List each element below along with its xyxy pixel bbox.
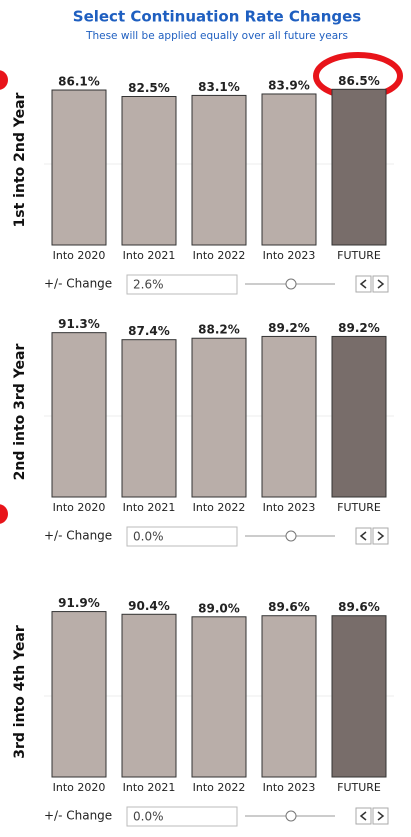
data-label: 87.4% (128, 324, 170, 338)
x-tick-label: Into 2020 (53, 781, 106, 794)
slider-thumb[interactable] (285, 278, 297, 290)
control-label: +/- Change (44, 277, 112, 291)
bar (261, 93, 317, 246)
bar (191, 337, 247, 498)
marker (0, 70, 8, 90)
data-label: 86.5% (338, 74, 380, 88)
data-label: 88.2% (198, 323, 240, 337)
title: Select Continuation Rate Changes (73, 8, 362, 26)
bar (331, 335, 387, 498)
data-label: 83.9% (268, 78, 310, 92)
bar (121, 339, 177, 498)
data-label: 86.1% (58, 75, 100, 89)
data-label: 89.6% (268, 600, 310, 614)
x-tick-label: Into 2023 (263, 781, 316, 794)
next-button[interactable] (372, 807, 389, 825)
bar (191, 94, 247, 246)
data-label: 90.4% (128, 599, 170, 613)
x-tick-label: Into 2021 (123, 781, 176, 794)
next-icon (377, 811, 385, 821)
bar (121, 96, 177, 246)
data-label: 89.0% (198, 601, 240, 615)
x-tick-label: Into 2020 (53, 249, 106, 262)
data-label: 91.3% (58, 317, 100, 331)
x-tick-label: Into 2023 (263, 249, 316, 262)
bar (261, 615, 317, 778)
input-box[interactable] (126, 274, 238, 295)
x-tick-label: Into 2022 (193, 249, 246, 262)
y-axis-title: 3rd into 4th Year (12, 625, 28, 759)
bar (51, 332, 107, 498)
x-tick-label: Into 2022 (193, 501, 246, 514)
y-axis-title: 2nd into 3rd Year (12, 344, 28, 481)
y-axis-title: 1st into 2nd Year (12, 92, 28, 227)
x-tick-label: Into 2021 (123, 501, 176, 514)
next-button[interactable] (372, 275, 389, 293)
data-label: 82.5% (128, 81, 170, 95)
next-icon (377, 279, 385, 289)
subtitle: These will be applied equally over all f… (85, 30, 348, 42)
prev-icon (359, 811, 367, 821)
control-label: +/- Change (44, 809, 112, 823)
prev-button[interactable] (355, 527, 372, 545)
next-button[interactable] (372, 527, 389, 545)
bar (191, 616, 247, 778)
prev-button[interactable] (355, 275, 372, 293)
data-label: 89.6% (338, 600, 380, 614)
data-label: 89.2% (338, 321, 380, 335)
x-tick-label: FUTURE (337, 501, 381, 514)
bar (51, 89, 107, 246)
bar (331, 88, 387, 246)
prev-button[interactable] (355, 807, 372, 825)
bar (121, 613, 177, 778)
x-tick-label: Into 2022 (193, 781, 246, 794)
slider-thumb[interactable] (285, 530, 297, 542)
data-label: 91.9% (58, 596, 100, 610)
input-box[interactable] (126, 806, 238, 827)
x-tick-label: FUTURE (337, 781, 381, 794)
data-label: 89.2% (268, 321, 310, 335)
bar (331, 615, 387, 778)
input-box[interactable] (126, 526, 238, 547)
next-icon (377, 531, 385, 541)
input-value: 2.6% (133, 278, 164, 292)
slider-thumb[interactable] (285, 810, 297, 822)
marker (0, 504, 8, 524)
x-tick-label: FUTURE (337, 249, 381, 262)
x-tick-label: Into 2023 (263, 501, 316, 514)
bar (261, 335, 317, 498)
input-value: 0.0% (133, 810, 164, 824)
bar (51, 611, 107, 778)
x-tick-label: Into 2021 (123, 249, 176, 262)
prev-icon (359, 279, 367, 289)
data-label: 83.1% (198, 80, 240, 94)
control-label: +/- Change (44, 529, 112, 543)
x-tick-label: Into 2020 (53, 501, 106, 514)
prev-icon (359, 531, 367, 541)
input-value: 0.0% (133, 530, 164, 544)
